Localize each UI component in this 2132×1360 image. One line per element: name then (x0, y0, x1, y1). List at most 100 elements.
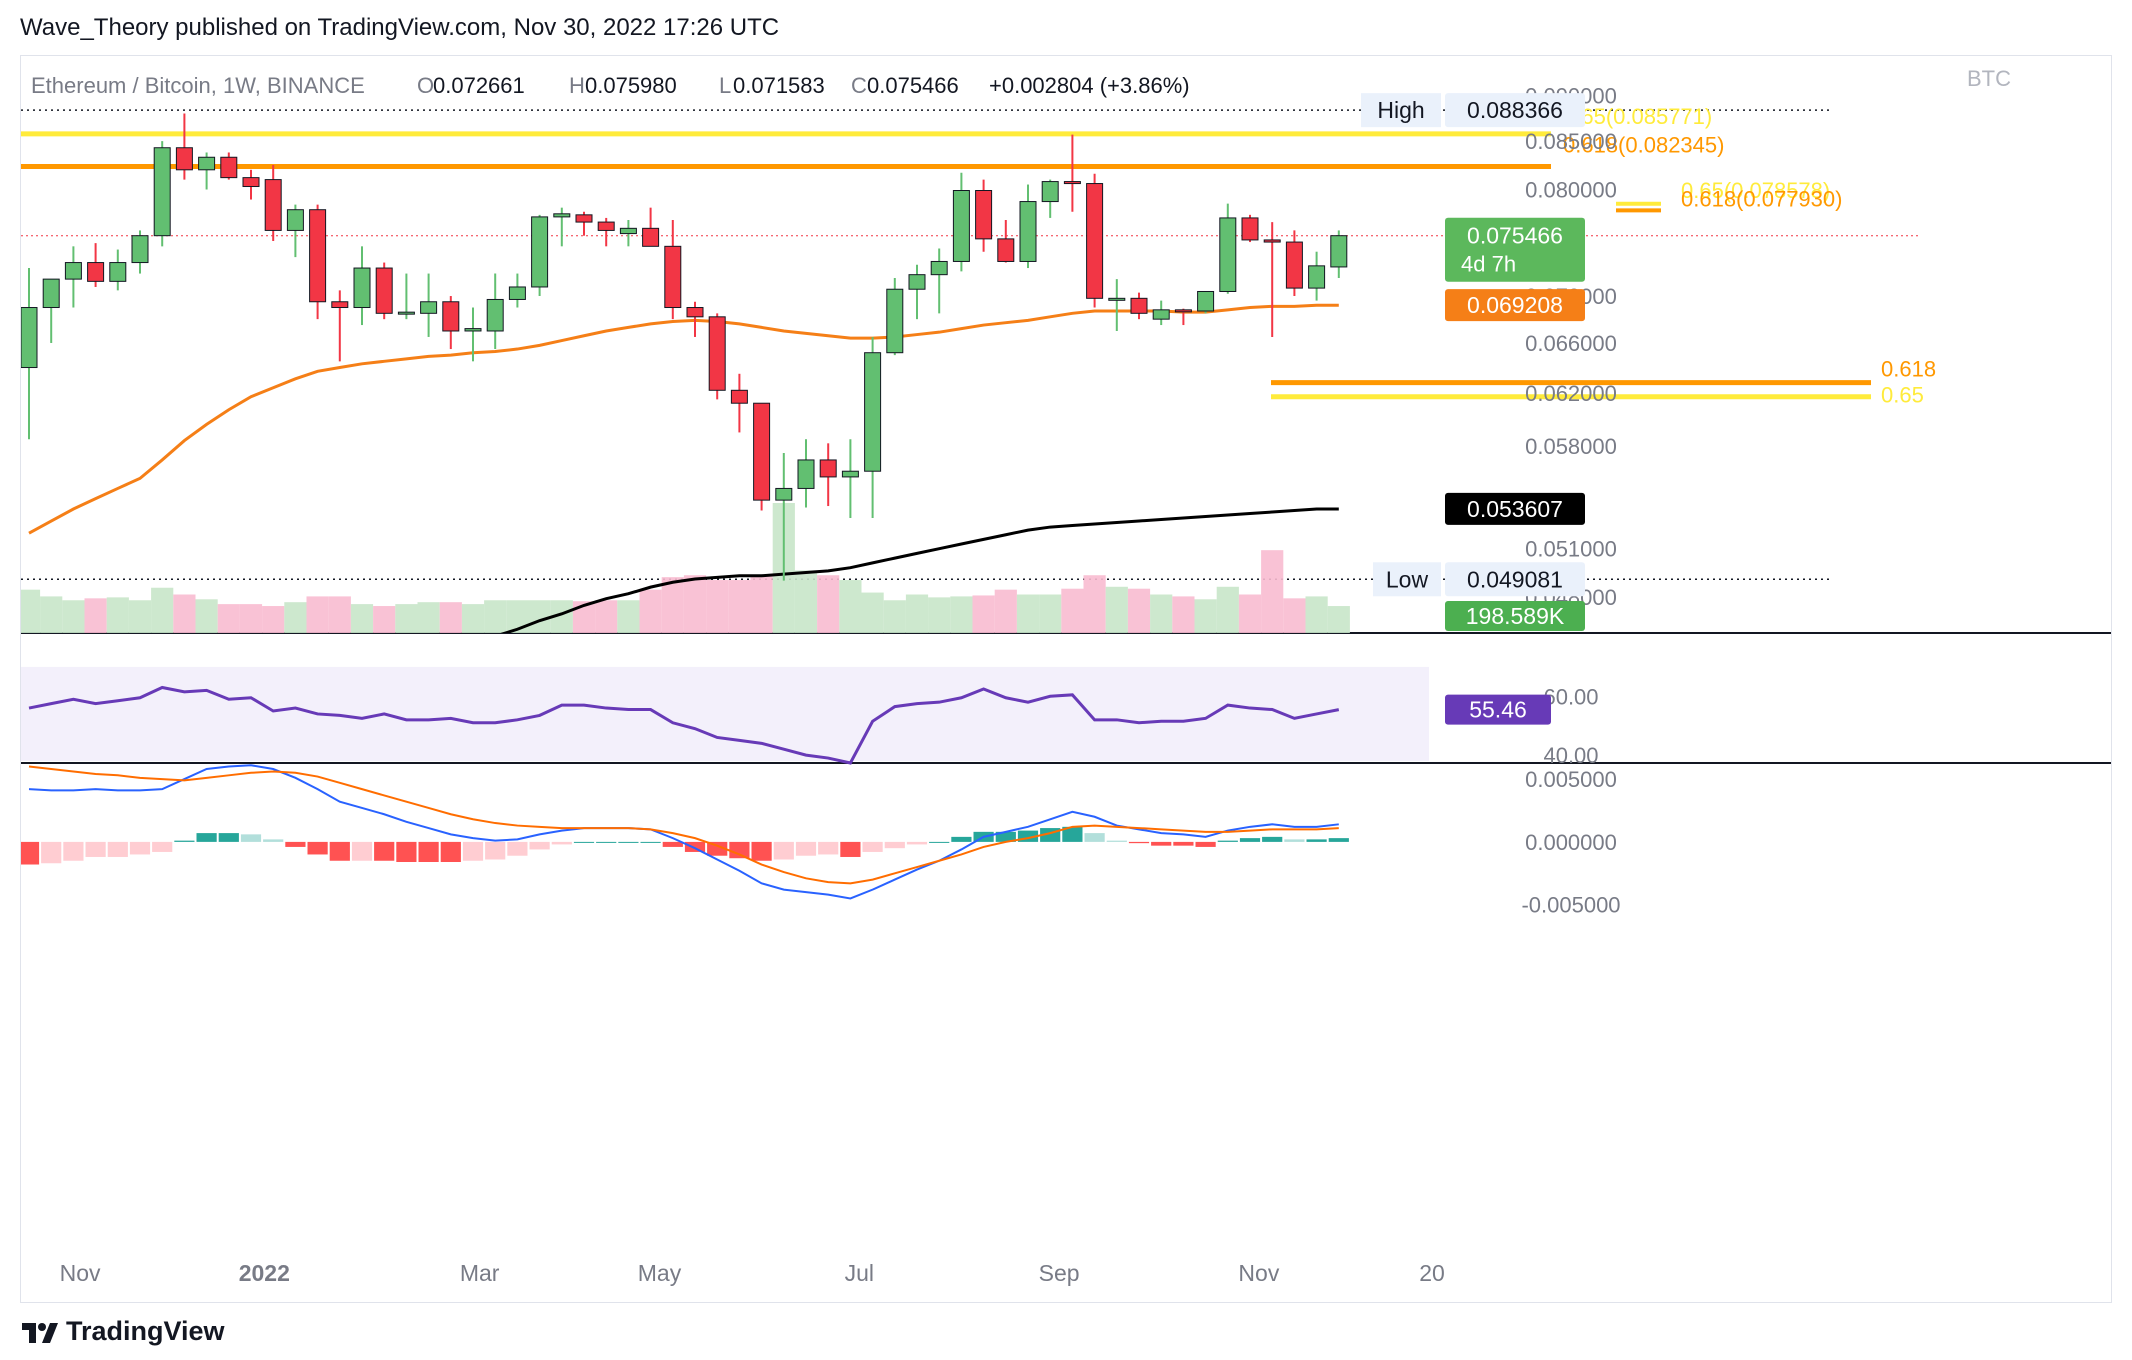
macd-histogram-bar (396, 841, 417, 862)
fib-label: 0.618(0.077930) (1681, 186, 1842, 211)
bar-countdown: 4d 7h (1461, 252, 1516, 277)
macd-histogram-bar (1195, 841, 1216, 847)
tradingview-brand: TradingView (66, 1316, 225, 1346)
candle-body (64, 262, 82, 280)
candle-body (1219, 217, 1237, 292)
macd-histogram-bar (374, 841, 395, 861)
candle-body (797, 459, 815, 489)
high-value: 0.088366 (1467, 97, 1563, 123)
candle-body (619, 227, 637, 235)
macd-histogram-bar (1217, 840, 1238, 842)
macd-histogram-bar (1328, 838, 1349, 842)
candle-body (708, 316, 726, 391)
candles (21, 113, 1348, 581)
volume-bar (1261, 550, 1284, 633)
price-tick-label: 0.058000 (1525, 434, 1617, 459)
candle-body (1308, 265, 1326, 289)
ema-value-bg (1445, 289, 1585, 322)
ohlc-h-value: 0.075980 (585, 73, 677, 98)
macd-histogram-bar (85, 841, 106, 857)
macd-histogram-bar (684, 841, 706, 852)
candle-body (664, 245, 682, 309)
candle-body (531, 216, 549, 288)
volume-bar (1150, 594, 1173, 633)
volume-bar (683, 575, 707, 633)
candle-body (908, 274, 926, 290)
candle-body (175, 147, 193, 171)
ema-line (28, 303, 1339, 535)
chart-frame[interactable]: 0.65(0.085771) 0.618(0.082345) 0.65(0.0785… (20, 55, 2112, 1303)
high-label: High (1377, 97, 1424, 123)
macd-histogram-bar (107, 841, 128, 857)
macd-histogram-bar (418, 841, 439, 862)
candle-body (1263, 239, 1281, 243)
candle-body (508, 286, 526, 300)
last-price-bg (1445, 217, 1585, 282)
candle-body (442, 301, 460, 332)
candle-body (975, 190, 993, 240)
macd-histogram-bar (995, 831, 1016, 842)
candle-body (930, 260, 948, 276)
y-axis-unit: BTC (1967, 66, 2011, 91)
tradingview-logo-icon (22, 1322, 58, 1343)
macd-histogram-bar (263, 839, 284, 842)
volume-bar (306, 596, 329, 633)
fib-levels: 0.65(0.085771) 0.618(0.082345) 0.65(0.0785… (21, 104, 1936, 408)
volume-bar (284, 602, 307, 633)
candle-body (886, 288, 904, 354)
volume-bar (861, 592, 884, 633)
macd-histogram-bar (507, 841, 528, 856)
macd-histogram-bar (351, 841, 373, 861)
price-tick-label: 0.066000 (1525, 331, 1617, 356)
ohlc-c-label: C (851, 73, 867, 98)
volume-bar (151, 587, 174, 633)
rsi-tick-label: 60.00 (1543, 684, 1598, 709)
volume-bar (595, 600, 618, 633)
volume-bar (40, 596, 63, 633)
volume-bar (328, 596, 351, 633)
volume-bar (417, 602, 440, 633)
macd-histogram-bar (1239, 838, 1261, 842)
volume-value: 198.589K (1466, 603, 1565, 629)
candle-body (952, 190, 970, 262)
macd-histogram-bar (462, 841, 484, 861)
candle-body (819, 459, 837, 478)
volume-bar (639, 589, 662, 633)
macd-histogram-bar (1262, 836, 1283, 842)
volume-bar (128, 600, 152, 633)
volume-bar (461, 604, 485, 633)
axes: 0.0900000.0850000.0800000.0700000.066000… (60, 84, 1621, 1286)
candle-body (775, 487, 793, 501)
volume-bar (195, 599, 218, 633)
macd-histogram-bar (773, 841, 794, 860)
candle-body (1330, 235, 1348, 268)
macd-histogram-bar (1128, 841, 1150, 844)
macd-histogram-bar (218, 833, 239, 842)
macd-histogram-bar (551, 841, 572, 845)
chart-canvas[interactable]: 0.65(0.085771) 0.618(0.082345) 0.65(0.0785… (21, 56, 2111, 1302)
volume-bar (905, 594, 929, 633)
price-tick-label: 0.062000 (1525, 381, 1617, 406)
macd-histogram-bar (1017, 830, 1039, 842)
low-label: Low (1386, 566, 1429, 592)
macd-histogram-bar (1284, 839, 1305, 842)
macd-histogram-bar (485, 841, 506, 860)
candle-body (597, 221, 615, 231)
fib-label: 0.65 (1881, 383, 1924, 408)
candle-body (575, 214, 593, 223)
rsi-band (21, 666, 1429, 761)
volume-bar (994, 589, 1017, 633)
volume-bar (484, 600, 507, 633)
volume-value-bg (1445, 601, 1585, 631)
macd-histogram-bar (640, 841, 661, 843)
macd-histogram-bar (63, 841, 84, 861)
candle-body (353, 267, 371, 309)
x-tick-label: Nov (60, 1260, 101, 1286)
volume-bar (1061, 588, 1084, 633)
tradingview-logo[interactable]: TradingView (22, 1316, 225, 1347)
candle-body (753, 402, 771, 501)
candle-body (153, 147, 171, 237)
low-value-bg (1445, 562, 1585, 597)
volume-bar (706, 580, 729, 633)
ohlc-l-value: 0.071583 (733, 73, 825, 98)
